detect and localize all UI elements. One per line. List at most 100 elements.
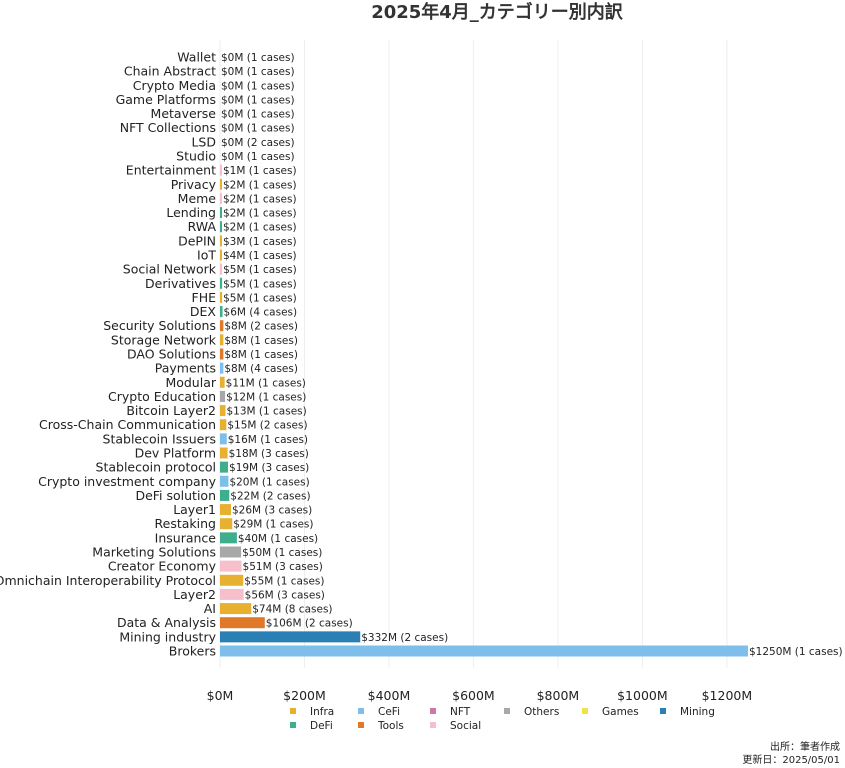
bar-dao-solutions	[220, 348, 224, 360]
category-label-chain-abstract: Chain Abstract	[124, 64, 216, 79]
bar-security-solutions	[220, 320, 224, 332]
category-label-cross-chain-communication: Cross-Chain Communication	[39, 417, 216, 432]
value-label-iot: $4M (1 cases)	[223, 250, 297, 262]
bar-defi-solution	[220, 489, 230, 501]
legend-label-others: Others	[524, 706, 559, 718]
category-label-metaverse: Metaverse	[151, 106, 217, 121]
category-label-omnichain-interoperability-protocol: Omnichain Interoperability Protocol	[0, 573, 216, 588]
bar-modular	[220, 376, 225, 388]
value-label-studio: $0M (1 cases)	[221, 151, 295, 163]
bar-crypto-investment-company	[220, 475, 229, 487]
x-tick-2: $400M	[368, 688, 411, 703]
category-label-depin: DePIN	[178, 233, 216, 248]
value-label-restaking: $29M (1 cases)	[233, 519, 313, 531]
legend-swatch-games	[582, 708, 588, 714]
bar-data-analysis	[220, 617, 265, 629]
updated-date: 更新日：2025/05/01	[742, 753, 840, 766]
category-label-studio: Studio	[176, 149, 216, 164]
bar-omnichain-interoperability-protocol	[220, 574, 244, 586]
x-tick-5: $1000M	[617, 688, 668, 703]
legend-swatch-social	[430, 722, 436, 728]
category-label-social-network: Social Network	[123, 262, 217, 277]
legend-label-tools: Tools	[377, 720, 404, 732]
value-label-dao-solutions: $8M (1 cases)	[224, 349, 298, 361]
value-label-bitcoin-layer2: $13M (1 cases)	[226, 406, 306, 418]
bar-stablecoin-protocol	[220, 461, 229, 473]
category-label-marketing-solutions: Marketing Solutions	[92, 545, 216, 560]
value-label-creator-economy: $51M (3 cases)	[243, 561, 323, 573]
category-label-creator-economy: Creator Economy	[108, 559, 217, 574]
category-label-security-solutions: Security Solutions	[103, 318, 216, 333]
x-tick-0: $0M	[207, 688, 234, 703]
legend-swatch-mining	[660, 708, 666, 714]
bar-social-network	[220, 263, 223, 275]
bar-layer2	[220, 588, 244, 600]
value-label-dex: $6M (4 cases)	[224, 307, 298, 319]
bar-storage-network	[220, 334, 224, 346]
category-label-wallet: Wallet	[177, 50, 216, 65]
legend-label-games: Games	[602, 706, 639, 718]
x-axis-ticks: $0M $200M $400M $600M $800M $1000M $1200M	[207, 688, 753, 703]
category-label-lsd: LSD	[191, 134, 216, 149]
x-tick-3: $600M	[452, 688, 495, 703]
bar-mining-industry	[220, 631, 361, 643]
value-label-data-analysis: $106M (2 cases)	[266, 618, 353, 630]
value-label-security-solutions: $8M (2 cases)	[224, 321, 298, 333]
legend-label-mining: Mining	[680, 706, 715, 718]
legend-label-social: Social	[450, 720, 481, 732]
category-label-crypto-investment-company: Crypto investment company	[38, 474, 216, 489]
value-label-omnichain-interoperability-protocol: $55M (1 cases)	[244, 575, 324, 587]
value-label-stablecoin-issuers: $16M (1 cases)	[228, 434, 308, 446]
value-label-modular: $11M (1 cases)	[226, 377, 306, 389]
bar-payments	[220, 362, 224, 374]
value-label-ai: $74M (8 cases)	[252, 604, 332, 616]
category-label-meme: Meme	[178, 191, 217, 206]
value-label-metaverse: $0M (1 cases)	[221, 109, 295, 121]
category-label-dev-platform: Dev Platform	[135, 446, 216, 461]
legend-swatch-others	[504, 708, 510, 714]
value-label-rwa: $2M (1 cases)	[223, 222, 297, 234]
legend: Infra CeFi NFT Others Games Mining DeFi Tools So…	[290, 706, 715, 732]
category-label-iot: IoT	[197, 248, 216, 263]
bar-crypto-education	[220, 390, 226, 402]
category-label-lending: Lending	[166, 205, 216, 220]
value-label-lsd: $0M (2 cases)	[221, 137, 295, 149]
category-label-dao-solutions: DAO Solutions	[127, 347, 216, 362]
legend-swatch-infra	[290, 708, 296, 714]
category-label-privacy: Privacy	[171, 177, 217, 192]
category-label-modular: Modular	[165, 375, 216, 390]
category-label-stablecoin-protocol: Stablecoin protocol	[96, 460, 216, 475]
legend-label-nft: NFT	[450, 706, 471, 718]
legend-label-infra: Infra	[310, 706, 334, 718]
bar-privacy	[220, 178, 222, 190]
x-tick-4: $800M	[537, 688, 580, 703]
legend-label-defi: DeFi	[310, 720, 333, 732]
category-label-bitcoin-layer2: Bitcoin Layer2	[126, 403, 216, 418]
category-label-ai: AI	[204, 601, 216, 616]
bar-bitcoin-layer2	[220, 405, 226, 417]
bar-layer1	[220, 504, 231, 516]
value-label-wallet: $0M (1 cases)	[221, 52, 295, 64]
bar-entertainment	[220, 164, 222, 176]
bar-depin	[220, 235, 222, 247]
legend-label-cefi: CeFi	[378, 706, 400, 718]
category-label-layer2: Layer2	[173, 587, 216, 602]
value-label-privacy: $2M (1 cases)	[223, 179, 297, 191]
category-label-brokers: Brokers	[169, 644, 216, 659]
legend-swatch-defi	[290, 722, 296, 728]
value-labels: $0M (1 cases) $0M (1 cases) $0M (1 cases) $…	[221, 52, 843, 658]
value-label-stablecoin-protocol: $19M (3 cases)	[229, 462, 309, 474]
category-label-data-analysis: Data & Analysis	[117, 615, 216, 630]
bar-marketing-solutions	[220, 546, 242, 558]
category-label-derivatives: Derivatives	[145, 276, 216, 291]
chart-title: 2025年4月_カテゴリー別内訳	[371, 1, 624, 23]
value-label-game-platforms: $0M (1 cases)	[221, 94, 295, 106]
value-label-dev-platform: $18M (3 cases)	[229, 448, 309, 460]
value-label-mining-industry: $332M (2 cases)	[361, 632, 448, 644]
value-label-social-network: $5M (1 cases)	[223, 264, 297, 276]
category-label-crypto-media: Crypto Media	[133, 78, 216, 93]
value-label-layer1: $26M (3 cases)	[232, 505, 312, 517]
value-label-lending: $2M (1 cases)	[223, 208, 297, 220]
bar-dex	[220, 306, 223, 318]
category-label-fhe: FHE	[192, 290, 217, 305]
